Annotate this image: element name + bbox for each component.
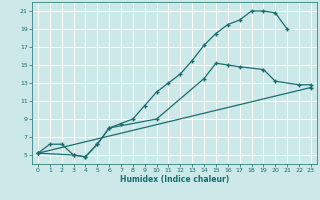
X-axis label: Humidex (Indice chaleur): Humidex (Indice chaleur): [120, 175, 229, 184]
